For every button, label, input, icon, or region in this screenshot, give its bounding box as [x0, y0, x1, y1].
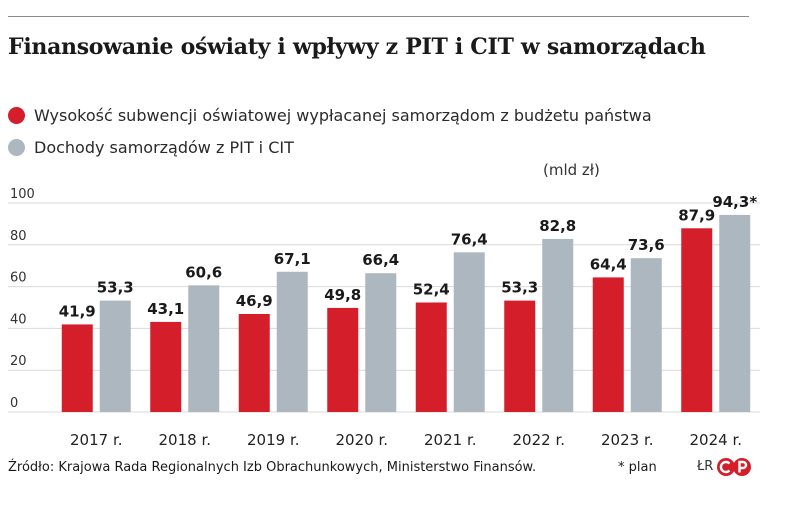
legend-label-subsidy: Wysokość subwencji oświatowej wypłacanej…	[34, 105, 652, 125]
bar-pit-cit	[276, 271, 308, 412]
legend: Wysokość subwencji oświatowej wypłacanej…	[8, 99, 652, 163]
x-tick-label: 2020 r.	[336, 431, 389, 449]
data-label: 87,9	[678, 206, 715, 224]
bar-pit-cit	[365, 273, 397, 412]
y-tick-label: 20	[10, 354, 27, 369]
bar-pit-cit	[719, 214, 751, 412]
legend-item-subsidy: Wysokość subwencji oświatowej wypłacanej…	[8, 99, 652, 131]
data-label: 49,8	[324, 286, 361, 304]
plan-note: * plan	[618, 460, 657, 475]
y-tick-label: 40	[10, 312, 27, 327]
bar-subsidy	[504, 300, 536, 412]
data-label: 66,4	[362, 251, 399, 269]
data-label: 41,9	[59, 302, 96, 320]
x-tick-label: 2024 r.	[690, 431, 743, 449]
x-tick-label: 2019 r.	[247, 431, 300, 449]
y-tick-label: 0	[10, 396, 18, 411]
legend-swatch-red	[8, 106, 25, 124]
data-label: 53,3	[97, 279, 134, 297]
bar-subsidy	[415, 302, 447, 412]
y-tick-label: 100	[10, 187, 35, 202]
x-tick-label: 2021 r.	[424, 431, 477, 449]
legend-swatch-gray	[8, 138, 25, 156]
bar-pit-cit	[630, 258, 662, 412]
bar-subsidy	[327, 307, 359, 412]
x-tick-label: 2023 r.	[601, 431, 654, 449]
publisher-mark: ŁR	[697, 459, 714, 474]
y-tick-label: 60	[10, 271, 27, 286]
data-label: 43,1	[147, 300, 184, 318]
top-rule	[8, 16, 749, 17]
data-label: 64,4	[590, 255, 627, 273]
data-label: 73,6	[628, 236, 665, 254]
data-label: 94,3*	[712, 193, 757, 211]
data-label: 60,6	[185, 263, 222, 281]
bar-subsidy	[238, 313, 270, 412]
bar-subsidy	[592, 277, 624, 412]
x-tick-label: 2022 r.	[513, 431, 566, 449]
legend-label-pit-cit: Dochody samorządów z PIT i CIT	[34, 137, 294, 157]
legend-item-pit-cit: Dochody samorządów z PIT i CIT	[8, 131, 652, 163]
bar-pit-cit	[188, 285, 220, 412]
bar-subsidy	[150, 321, 182, 412]
bar-pit-cit	[453, 252, 485, 412]
data-label: 53,3	[501, 279, 538, 297]
source-note: Źródło: Krajowa Rada Regionalnych Izb Ob…	[8, 460, 537, 475]
x-tick-label: 2017 r.	[70, 431, 123, 449]
y-tick-label: 80	[10, 229, 27, 244]
data-label: 52,4	[413, 280, 450, 298]
data-label: 76,4	[451, 230, 488, 248]
x-tick-label: 2018 r.	[159, 431, 212, 449]
bar-subsidy	[681, 228, 713, 412]
data-label: 82,8	[539, 217, 576, 235]
bar-subsidy	[61, 324, 93, 412]
chart-title: Finansowanie oświaty i wpływy z PIT i CI…	[8, 34, 706, 60]
bar-pit-cit	[99, 300, 131, 412]
data-label: 67,1	[274, 250, 311, 268]
publisher-logo-icon	[717, 458, 751, 476]
unit-label: (mld zł)	[543, 161, 600, 179]
data-label: 46,9	[236, 292, 273, 310]
bar-pit-cit	[542, 238, 574, 412]
